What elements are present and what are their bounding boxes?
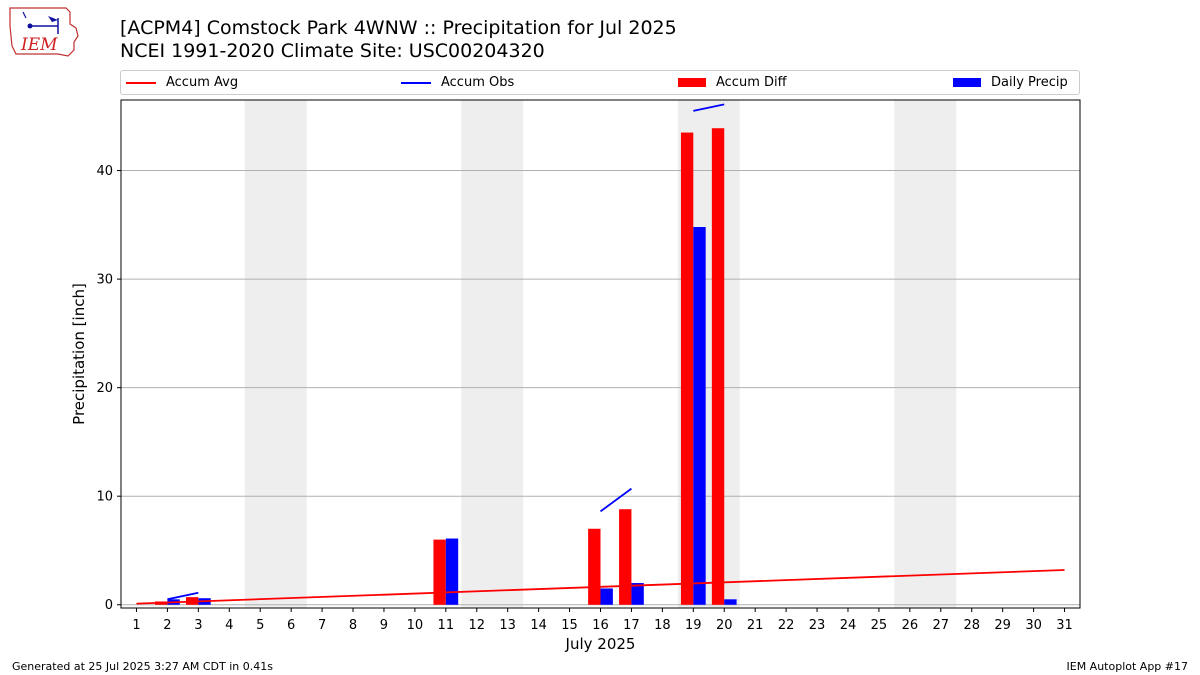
accum-obs-line	[599, 487, 632, 513]
x-tick-label: 8	[349, 618, 357, 633]
x-tick-label: 10	[407, 618, 424, 633]
logo-text: IEM	[20, 35, 58, 55]
x-tick-label: 9	[380, 618, 388, 633]
x-tick-label: 23	[809, 618, 826, 633]
y-tick-label: 0	[105, 598, 113, 613]
x-tick-label: 5	[256, 618, 264, 633]
legend-label-daily-precip: Daily Precip	[991, 75, 1068, 90]
x-axis-label: July 2025	[565, 635, 636, 653]
weekend-shade	[244, 100, 307, 608]
x-tick-label: 17	[623, 618, 640, 633]
x-tick-label: 27	[933, 618, 950, 633]
legend-swatch-accum-diff	[678, 78, 706, 87]
legend-label-accum-obs: Accum Obs	[441, 75, 515, 90]
daily-precip-bar	[631, 583, 644, 605]
x-tick-label: 3	[194, 618, 202, 633]
accum-avg-line	[136, 569, 1065, 605]
x-tick-label: 21	[747, 618, 764, 633]
legend-accum-avg: Accum Avg	[126, 71, 238, 94]
x-tick-label: 28	[963, 618, 980, 633]
legend-daily-precip: Daily Precip	[953, 71, 1068, 94]
legend-swatch-accum-obs	[401, 81, 431, 84]
accum-diff-bar	[619, 509, 632, 605]
legend: Accum Avg Accum Obs Accum Diff Daily Pre…	[120, 70, 1080, 95]
daily-precip-bar	[445, 538, 459, 605]
x-tick-label: 11	[438, 618, 455, 633]
legend-swatch-accum-avg	[126, 81, 156, 84]
chart-title: [ACPM4] Comstock Park 4WNW :: Precipitat…	[120, 17, 677, 39]
legend-accum-obs: Accum Obs	[401, 71, 514, 94]
x-tick-label: 30	[1025, 618, 1042, 633]
iem-logo: IEM	[8, 6, 82, 62]
y-tick-label: 40	[96, 164, 113, 179]
x-tick-label: 15	[561, 618, 578, 633]
accum-diff-bar	[433, 539, 446, 605]
accum-diff-bar	[711, 128, 725, 605]
x-tick-label: 29	[994, 618, 1011, 633]
x-tick-label: 4	[225, 618, 233, 633]
x-tick-label: 6	[287, 618, 295, 633]
accum-obs-line	[167, 591, 199, 601]
x-tick-label: 24	[840, 618, 857, 633]
accum-diff-bar	[588, 528, 601, 605]
x-tick-label: 13	[499, 618, 516, 633]
x-tick-label: 2	[163, 618, 171, 633]
x-tick-label: 7	[318, 618, 326, 633]
x-tick-label: 26	[902, 618, 919, 633]
y-tick-label: 30	[96, 273, 113, 288]
daily-precip-bar	[693, 227, 706, 605]
accum-obs-line	[693, 103, 725, 112]
y-tick-label: 20	[96, 381, 113, 396]
x-tick-label: 18	[654, 618, 671, 633]
chart-subtitle: NCEI 1991-2020 Climate Site: USC00204320	[120, 40, 545, 62]
daily-precip-bar	[724, 599, 737, 605]
x-tick-label: 12	[468, 618, 485, 633]
x-tick-label: 25	[871, 618, 888, 633]
weekend-shade	[461, 100, 524, 608]
legend-label-accum-diff: Accum Diff	[716, 75, 787, 90]
x-tick-label: 16	[592, 618, 609, 633]
legend-swatch-daily-precip	[953, 78, 981, 87]
weekend-shade	[894, 100, 957, 608]
accum-diff-bar	[680, 132, 694, 605]
y-axis-label: Precipitation [inch]	[70, 283, 88, 425]
legend-label-accum-avg: Accum Avg	[166, 75, 239, 90]
x-tick-label: 20	[716, 618, 733, 633]
daily-precip-bar	[600, 588, 613, 605]
x-tick-label: 19	[685, 618, 702, 633]
footer-generated: Generated at 25 Jul 2025 3:27 AM CDT in …	[12, 660, 273, 673]
x-tick-label: 31	[1056, 618, 1073, 633]
x-tick-label: 1	[132, 618, 140, 633]
y-tick-label: 10	[96, 490, 113, 505]
legend-accum-diff: Accum Diff	[678, 71, 787, 94]
x-tick-label: 14	[530, 618, 547, 633]
footer-app: IEM Autoplot App #17	[1066, 660, 1189, 673]
x-tick-label: 22	[778, 618, 795, 633]
